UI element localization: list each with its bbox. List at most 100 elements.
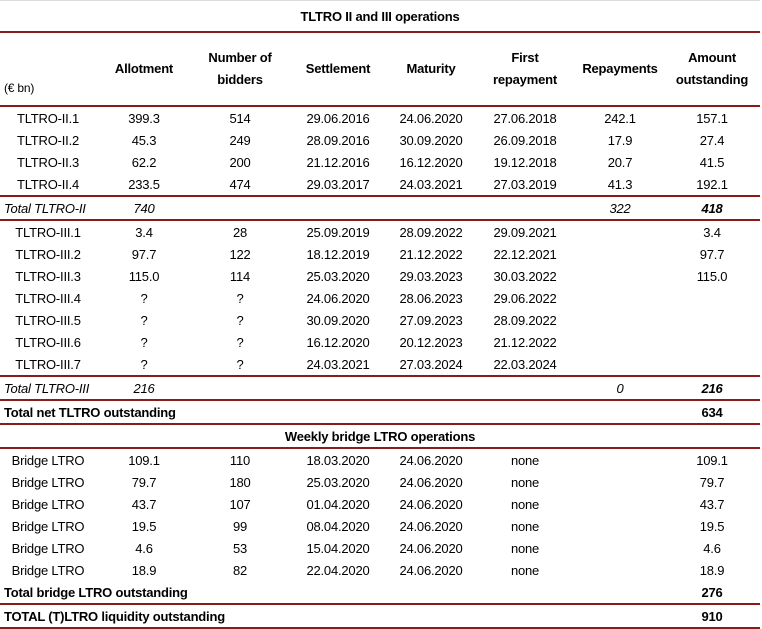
bidders-cell: 53 (232, 540, 248, 556)
bridge-total-row-value: 276 (664, 581, 761, 605)
first-repayment-cell: none (510, 452, 540, 468)
outstanding-cell: 43.7 (699, 496, 725, 512)
subtotal-outstanding: 418 (664, 195, 761, 221)
repayments-cell (576, 515, 664, 537)
subtotal-repayments: 0 (576, 375, 664, 401)
maturity-cell: 24.06.2020 (399, 496, 463, 512)
operation-name: TLTRO-III.2 (15, 246, 81, 262)
repayments-cell (576, 243, 664, 265)
first-repayment-cell: none (510, 474, 540, 490)
bidders-cell: 200 (229, 154, 251, 170)
repayments-cell (576, 220, 664, 243)
settlement-cell: 24.06.2020 (306, 290, 370, 306)
repayments-cell (576, 331, 664, 353)
repayments-cell (576, 559, 664, 581)
outstanding-cell: 157.1 (696, 110, 728, 126)
settlement-cell: 21.12.2016 (306, 154, 370, 170)
header-bidders-line2: bidders (217, 72, 263, 87)
bidders-cell: 82 (232, 562, 248, 578)
table-row: TLTRO-II.4 233.5 474 29.03.2017 24.03.2021 27… (0, 173, 760, 196)
bidders-cell: 99 (232, 518, 248, 534)
outstanding-cell: 115.0 (696, 268, 728, 284)
allotment-cell: 4.6 (135, 540, 153, 556)
settlement-cell: 18.03.2020 (306, 452, 370, 468)
maturity-cell: 24.06.2020 (399, 540, 463, 556)
subtotal-row: Total TLTRO-III 216 0 216 (0, 375, 761, 401)
first-repayment-cell: 27.03.2019 (493, 176, 557, 192)
first-repayment-cell: 21.12.2022 (493, 334, 557, 350)
maturity-cell: 24.06.2020 (399, 452, 463, 468)
outstanding-cell (664, 309, 760, 331)
header-allotment: Allotment (96, 32, 192, 107)
maturity-cell: 16.12.2020 (399, 154, 463, 170)
operation-name: Bridge LTRO (11, 474, 85, 490)
table-row: TLTRO-II.1 399.3 514 29.06.2016 24.06.2020 27… (0, 106, 760, 129)
table-row: TLTRO-III.4?? 24.06.2020 28.06.2023 29.06.2… (0, 287, 760, 309)
table-row: TLTRO-III.1 3.4 28 25.09.2019 28.09.2022 29.0… (0, 220, 760, 243)
allotment-cell: 18.9 (131, 562, 157, 578)
settlement-cell: 25.03.2020 (306, 474, 370, 490)
outstanding-cell: 19.5 (699, 518, 725, 534)
subtotal-outstanding: 216 (664, 375, 761, 401)
allotment-cell: 233.5 (128, 176, 160, 192)
header-bidders-line1: Number of (208, 50, 272, 65)
allotment-cell: ? (140, 290, 148, 306)
outstanding-cell (664, 287, 760, 309)
table-row: TLTRO-III.6?? 16.12.2020 20.12.2023 21.12.2… (0, 331, 760, 353)
settlement-cell: 08.04.2020 (306, 518, 370, 534)
maturity-cell: 24.06.2020 (399, 562, 463, 578)
bidders-cell: 180 (229, 474, 251, 490)
outstanding-cell: 3.4 (703, 224, 721, 240)
settlement-cell: 25.03.2020 (306, 268, 370, 284)
repayments-cell (576, 537, 664, 559)
bridge-total-row: Total bridge LTRO outstanding 276 (0, 581, 761, 605)
first-repayment-cell: 22.03.2024 (493, 356, 557, 372)
operation-name: Bridge LTRO (11, 518, 85, 534)
first-repayment-cell: 27.06.2018 (493, 110, 557, 126)
bidders-cell: 114 (229, 268, 251, 284)
settlement-cell: 16.12.2020 (306, 334, 370, 350)
bidders-cell: 107 (229, 496, 251, 512)
unit-label: (€ bn) (0, 32, 96, 107)
subtotal-repayments: 322 (576, 195, 664, 221)
allotment-cell: 399.3 (128, 110, 160, 126)
allotment-cell: 19.5 (131, 518, 157, 534)
maturity-cell: 24.03.2021 (399, 176, 463, 192)
operation-name: TLTRO-III.6 (15, 334, 81, 350)
maturity-cell: 30.09.2020 (399, 132, 463, 148)
grand-total-row: TOTAL (T)LTRO liquidity outstanding 910 (0, 604, 761, 629)
first-repayment-cell: 22.12.2021 (493, 246, 557, 262)
settlement-cell: 01.04.2020 (306, 496, 370, 512)
outstanding-cell: 18.9 (699, 562, 725, 578)
header-row: (€ bn) Allotment Number of bidders Settle… (0, 32, 761, 107)
bidders-cell: ? (236, 356, 244, 372)
repayments-cell (576, 265, 664, 287)
table-row: TLTRO-II.2 45.3 249 28.09.2016 30.09.2020 26.… (0, 129, 760, 151)
operation-name: Bridge LTRO (11, 540, 85, 556)
settlement-cell: 30.09.2020 (306, 312, 370, 328)
allotment-cell: 109.1 (128, 452, 160, 468)
outstanding-cell: 27.4 (699, 132, 725, 148)
section-title-row: Weekly bridge LTRO operations (0, 424, 761, 449)
operation-name: TLTRO-III.7 (15, 356, 81, 372)
settlement-cell: 24.03.2021 (306, 356, 370, 372)
first-repayment-cell: 28.09.2022 (493, 312, 557, 328)
allotment-cell: ? (140, 356, 148, 372)
allotment-cell: 62.2 (131, 154, 157, 170)
allotment-cell: 3.4 (135, 224, 153, 240)
repayments-cell (576, 309, 664, 331)
maturity-cell: 28.06.2023 (399, 290, 463, 306)
allotment-cell: ? (140, 312, 148, 328)
maturity-cell: 29.03.2023 (399, 268, 463, 284)
first-repayment-cell: none (510, 540, 540, 556)
maturity-cell: 21.12.2022 (399, 246, 463, 262)
allotment-cell: 43.7 (131, 496, 157, 512)
table-row: Bridge LTRO 4.6 53 15.04.2020 24.06.2020 none… (0, 537, 760, 559)
allotment-cell: 115.0 (128, 268, 160, 284)
bidders-cell: 110 (229, 452, 251, 468)
first-repayment-cell: none (510, 562, 540, 578)
table-row: Bridge LTRO 109.1 110 18.03.2020 24.06.2020 n… (0, 448, 760, 471)
